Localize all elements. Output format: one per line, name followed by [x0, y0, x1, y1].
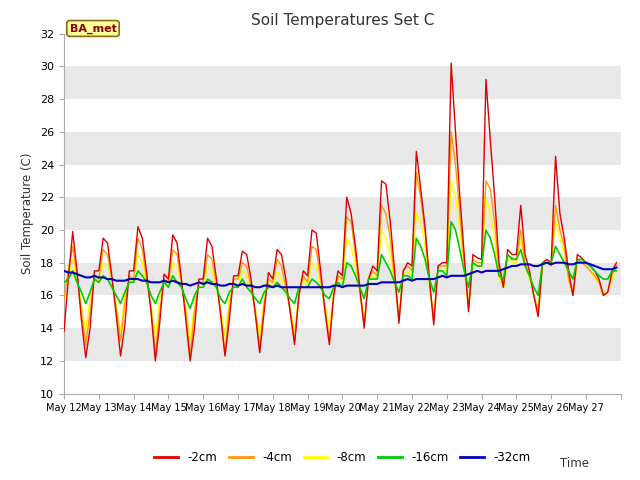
Bar	[64, 34, 621, 66]
Bar	[64, 328, 621, 361]
Title: Soil Temperatures Set C: Soil Temperatures Set C	[251, 13, 434, 28]
Bar	[64, 263, 621, 295]
Bar	[64, 295, 621, 328]
Bar	[64, 361, 621, 394]
Bar	[64, 99, 621, 132]
Text: BA_met: BA_met	[70, 24, 116, 34]
Bar	[64, 230, 621, 263]
Bar	[64, 66, 621, 99]
Text: Time: Time	[560, 457, 589, 470]
Y-axis label: Soil Temperature (C): Soil Temperature (C)	[22, 153, 35, 275]
Bar	[64, 132, 621, 165]
Legend: -2cm, -4cm, -8cm, -16cm, -32cm: -2cm, -4cm, -8cm, -16cm, -32cm	[150, 446, 535, 469]
Bar	[64, 165, 621, 197]
Bar	[64, 197, 621, 230]
